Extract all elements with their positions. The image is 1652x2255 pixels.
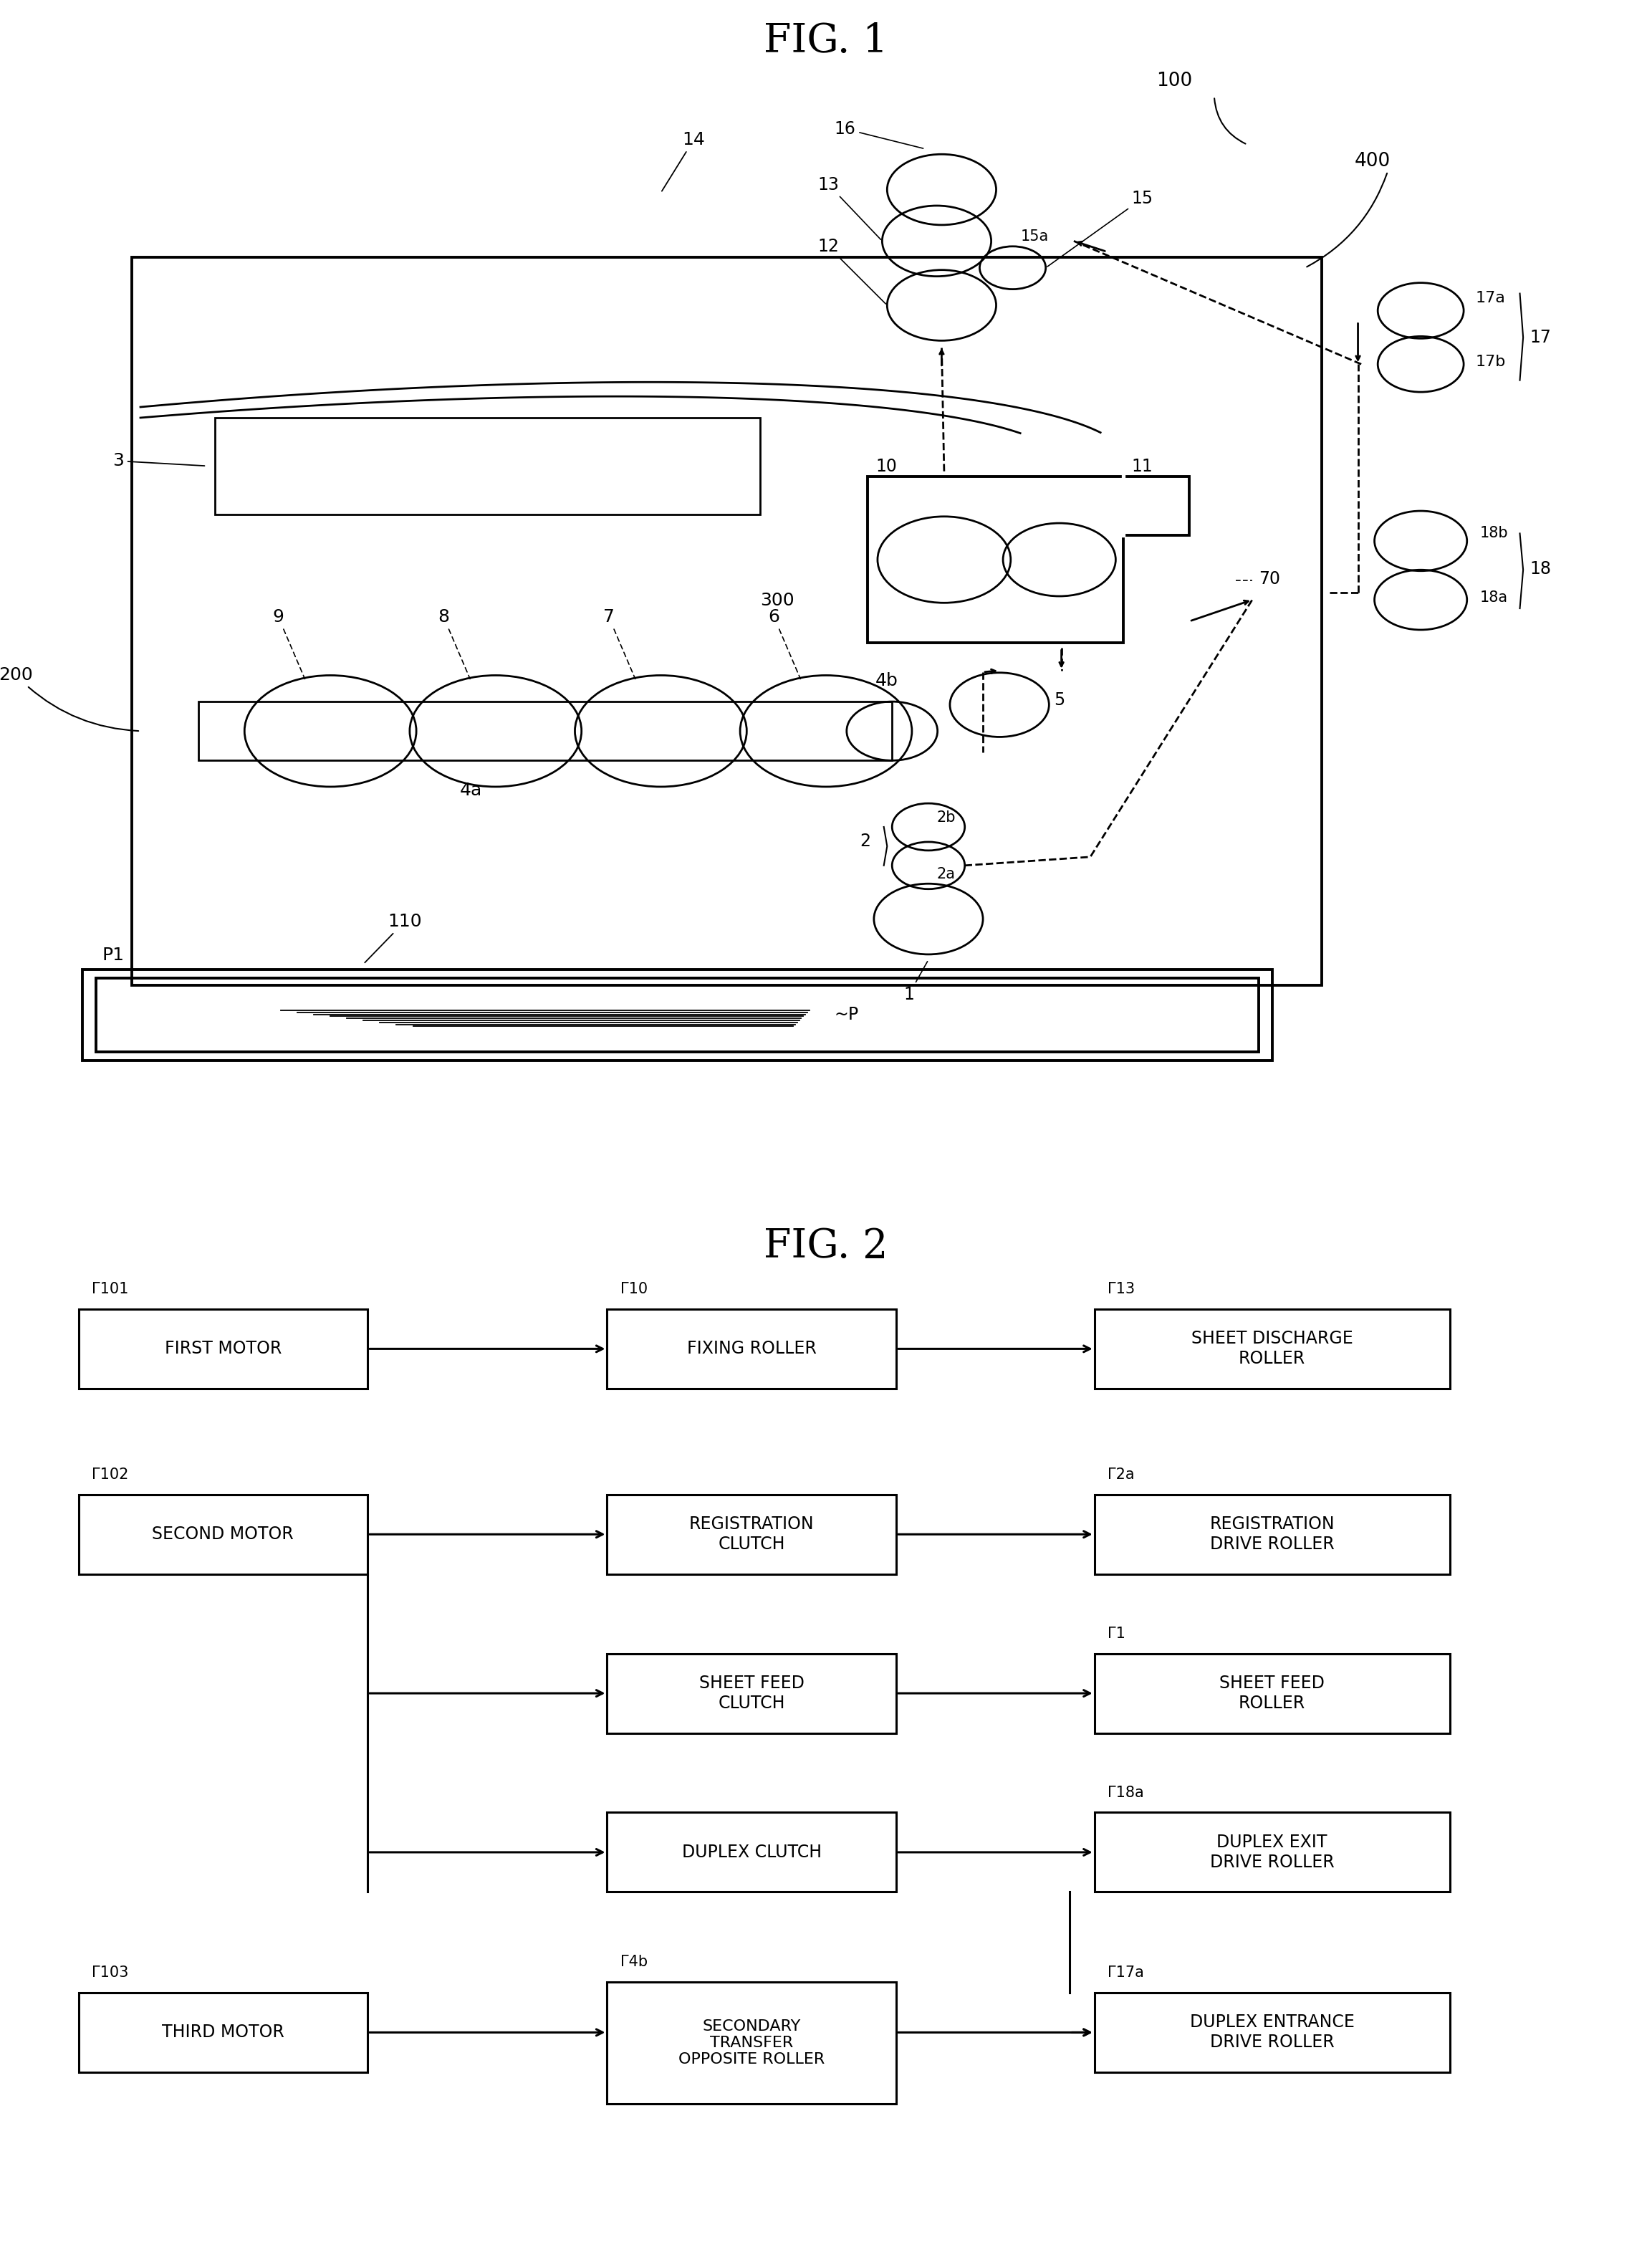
Bar	[608, 1310, 895, 1389]
Text: DUPLEX EXIT
DRIVE ROLLER: DUPLEX EXIT DRIVE ROLLER	[1209, 1833, 1335, 1872]
Text: 9: 9	[273, 609, 306, 679]
Text: 110: 110	[365, 913, 421, 963]
Text: Γ103: Γ103	[93, 1966, 129, 1980]
Text: 15: 15	[1047, 189, 1153, 266]
Text: 17a: 17a	[1475, 291, 1505, 304]
Text: 300: 300	[760, 591, 795, 609]
Bar	[96, 979, 1259, 1051]
Bar	[79, 1310, 367, 1389]
Text: SHEET FEED
CLUTCH: SHEET FEED CLUTCH	[699, 1675, 805, 1712]
Text: FIRST MOTOR: FIRST MOTOR	[165, 1339, 281, 1358]
Bar	[79, 1495, 367, 1574]
Text: 13: 13	[818, 176, 881, 239]
Bar	[867, 476, 1123, 643]
Text: Γ13: Γ13	[1107, 1283, 1135, 1297]
Text: 10: 10	[876, 458, 897, 476]
Bar	[608, 1813, 895, 1892]
Text: 18a: 18a	[1480, 591, 1508, 604]
Text: Γ18a: Γ18a	[1107, 1786, 1145, 1799]
Bar	[1094, 1813, 1450, 1892]
Bar	[1094, 1653, 1450, 1734]
Text: SHEET DISCHARGE
ROLLER: SHEET DISCHARGE ROLLER	[1191, 1330, 1353, 1367]
Text: Γ101: Γ101	[93, 1283, 129, 1297]
Bar	[198, 701, 892, 760]
Bar	[1094, 1310, 1450, 1389]
Text: 4b: 4b	[876, 672, 899, 690]
Text: 18b: 18b	[1480, 525, 1508, 541]
Text: DUPLEX ENTRANCE
DRIVE ROLLER: DUPLEX ENTRANCE DRIVE ROLLER	[1189, 2014, 1355, 2052]
Text: 18: 18	[1530, 561, 1551, 577]
Text: 8: 8	[438, 609, 471, 679]
Bar	[608, 1495, 895, 1574]
Text: P1: P1	[102, 947, 124, 963]
Text: 200: 200	[0, 667, 139, 731]
Text: Γ2a: Γ2a	[1107, 1468, 1135, 1482]
Text: 17b: 17b	[1475, 354, 1505, 370]
Text: SECONDARY
TRANSFER
OPPOSITE ROLLER: SECONDARY TRANSFER OPPOSITE ROLLER	[679, 2018, 824, 2068]
Bar	[215, 417, 760, 514]
Text: DUPLEX CLUTCH: DUPLEX CLUTCH	[682, 1845, 821, 1860]
Text: Γ4b: Γ4b	[621, 1955, 648, 1969]
Bar	[1094, 1993, 1450, 2072]
Bar	[608, 1653, 895, 1734]
Text: 15a: 15a	[1021, 230, 1049, 244]
Text: Γ10: Γ10	[621, 1283, 648, 1297]
Text: 3: 3	[112, 453, 205, 469]
Text: 12: 12	[818, 239, 885, 304]
Text: FIXING ROLLER: FIXING ROLLER	[687, 1339, 816, 1358]
Text: 1: 1	[904, 961, 927, 1003]
Text: FIG. 1: FIG. 1	[763, 20, 889, 61]
Text: 100: 100	[1156, 72, 1193, 90]
Text: 4a: 4a	[459, 782, 482, 798]
Text: SHEET FEED
ROLLER: SHEET FEED ROLLER	[1219, 1675, 1325, 1712]
Bar	[83, 970, 1272, 1060]
Text: 17: 17	[1530, 329, 1551, 347]
Text: Γ17a: Γ17a	[1107, 1966, 1145, 1980]
Bar	[1094, 1495, 1450, 1574]
Text: THIRD MOTOR: THIRD MOTOR	[162, 2023, 284, 2041]
Text: 6: 6	[768, 609, 801, 679]
Text: 14: 14	[662, 131, 705, 192]
Bar	[608, 1982, 895, 2104]
Text: ~P: ~P	[834, 1006, 859, 1024]
Text: FIG. 2: FIG. 2	[763, 1227, 889, 1265]
Text: SECOND MOTOR: SECOND MOTOR	[152, 1527, 294, 1542]
Text: 16: 16	[834, 120, 923, 149]
Text: Γ1: Γ1	[1107, 1626, 1125, 1642]
Text: REGISTRATION
CLUTCH: REGISTRATION CLUTCH	[689, 1515, 814, 1554]
Bar	[132, 257, 1322, 985]
Text: 2b: 2b	[937, 810, 955, 825]
Text: 70: 70	[1259, 571, 1280, 586]
Text: 400: 400	[1355, 151, 1391, 171]
Text: Γ102: Γ102	[93, 1468, 129, 1482]
Text: 7: 7	[603, 609, 636, 679]
Text: REGISTRATION
DRIVE ROLLER: REGISTRATION DRIVE ROLLER	[1209, 1515, 1335, 1554]
Text: 11: 11	[1132, 458, 1153, 476]
Text: 5: 5	[1054, 692, 1066, 708]
Text: 2a: 2a	[937, 866, 955, 882]
Text: 2: 2	[859, 832, 871, 850]
Bar	[79, 1993, 367, 2072]
